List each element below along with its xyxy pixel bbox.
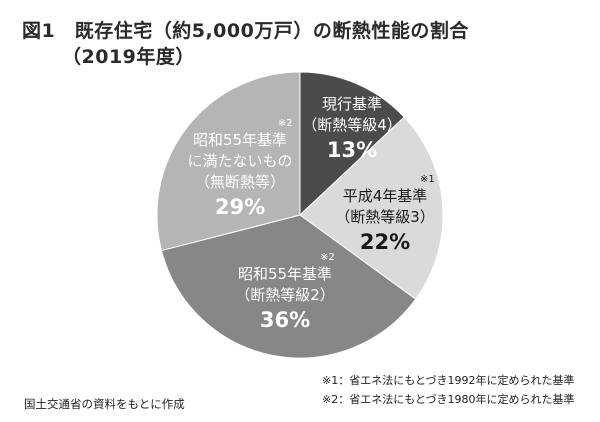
slice-name: 昭和55年基準 <box>237 265 333 283</box>
pie-slice-1 <box>299 116 444 300</box>
source-note: 国土交通省の資料をもとに作成 <box>24 397 185 411</box>
chart-title: 図1 既存住宅（約5,000万戸）の断熱性能の割合 <box>22 20 469 42</box>
pie-slice-3 <box>156 71 301 252</box>
slice-percent: 29% <box>214 195 266 219</box>
footnote-mark: ※1 <box>420 174 435 185</box>
slice-percent: 22% <box>359 230 411 254</box>
slice-label-h4: ※1 平成4年基準 （断熱等級3） 22% <box>335 174 435 256</box>
footnote-mark: ※2 <box>277 118 293 129</box>
slice-sub: （無断熱等） <box>194 173 286 191</box>
pie-slice-2 <box>160 214 417 359</box>
slice-name: 現行基準 <box>321 95 383 113</box>
footnote-2: ※2：省エネ法にもとづき1980年に定められた基準 <box>322 393 575 406</box>
footnote-1: ※1：省エネ法にもとづき1992年に定められた基準 <box>322 374 575 387</box>
slice-percent: 36% <box>259 308 311 332</box>
slice-label-none: ※2 昭和55年基準 に満たないもの （無断熱等） 29% <box>187 118 292 221</box>
slice-label-s55: ※2 昭和55年基準 （断熱等級2） 36% <box>235 252 335 334</box>
chart-subtitle: （2019年度） <box>62 46 195 68</box>
slice-name: 平成4年基準 <box>342 187 428 205</box>
slice-sub: （断熱等級3） <box>335 208 435 226</box>
slice-sub: （断熱等級2） <box>235 286 335 304</box>
footnote-mark: ※2 <box>320 252 335 263</box>
slice-name: 昭和55年基準 <box>192 131 288 149</box>
slice-name-2: に満たないもの <box>187 152 293 170</box>
pie-slice-0 <box>299 71 405 217</box>
slice-percent: 13% <box>326 138 378 162</box>
slice-label-current: 現行基準 （断熱等級4） 13% <box>302 94 402 164</box>
slice-sub: （断熱等級4） <box>302 116 402 134</box>
